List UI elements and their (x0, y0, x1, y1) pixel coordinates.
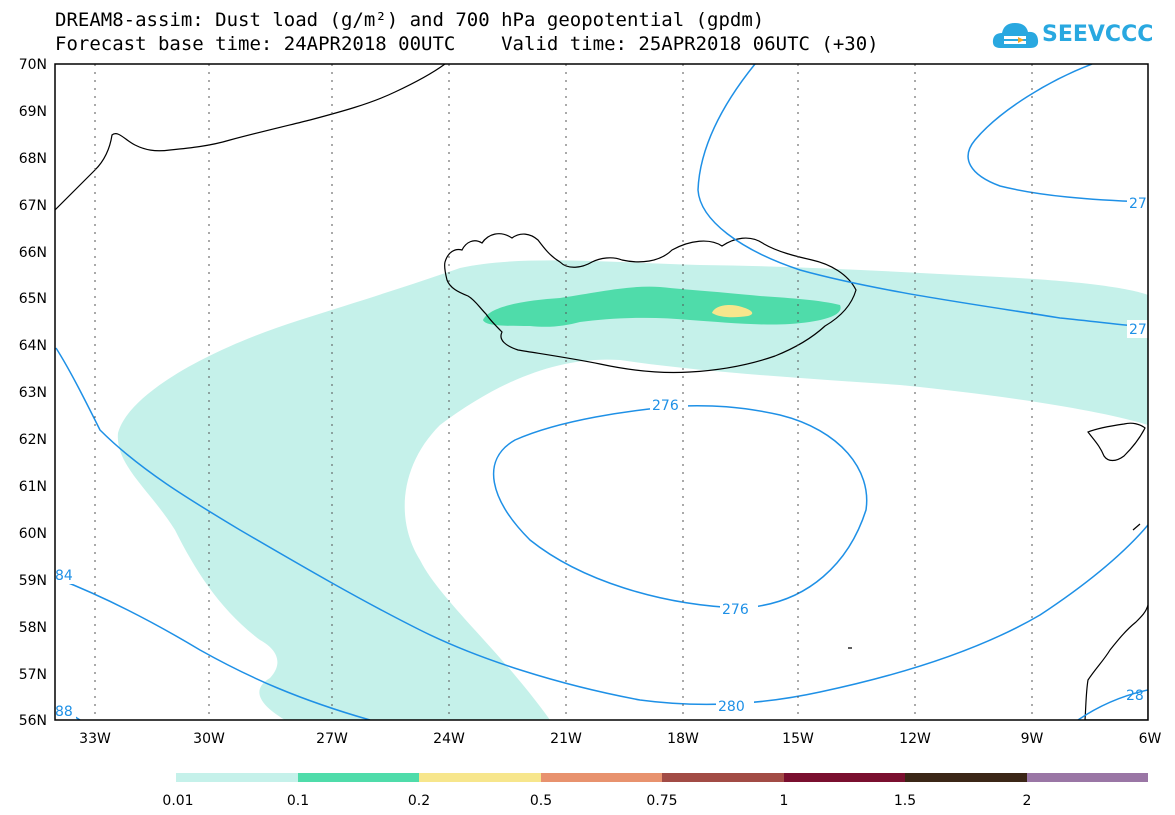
forecast-times: Forecast base time: 24APR2018 00UTC Vali… (55, 33, 879, 55)
colorbar-label: 1.5 (894, 793, 916, 809)
lon-label: 27W (316, 731, 348, 747)
dust-core (712, 305, 753, 318)
lon-label: 12W (899, 731, 931, 747)
contour-label: 28 (1126, 688, 1144, 704)
lat-label: 67N (19, 198, 47, 214)
lon-label: 24W (433, 731, 465, 747)
colorbar-label: 0.2 (408, 793, 430, 809)
longitude-axis: 33W 30W 27W 24W 21W 18W 15W 12W 9W 6W (79, 731, 1161, 747)
dust-plume-medium (483, 286, 841, 327)
lon-label: 33W (79, 731, 111, 747)
colorbar-labels: 0.01 0.1 0.2 0.5 0.75 1 1.5 2 (162, 793, 1031, 809)
lat-label: 62N (19, 432, 47, 448)
contour-label: 27 (1129, 322, 1147, 338)
contour-label: 280 (718, 699, 745, 715)
lon-label: 9W (1021, 731, 1044, 747)
lon-label: 30W (193, 731, 225, 747)
lat-label: 64N (19, 338, 47, 354)
lat-label: 69N (19, 104, 47, 120)
lat-label: 65N (19, 291, 47, 307)
contour-labels: 276 276 280 27 27 84 88 28 (55, 194, 1148, 720)
colorbar-label: 0.5 (530, 793, 552, 809)
colorbar-swatch (905, 773, 1027, 782)
lat-label: 61N (19, 479, 47, 495)
colorbar-label: 0.1 (287, 793, 309, 809)
lat-label: 66N (19, 245, 47, 261)
colorbar-label: 0.75 (646, 793, 677, 809)
latitude-axis: 70N 69N 68N 67N 66N 65N 64N 63N 62N 61N … (19, 57, 47, 729)
lat-label: 56N (19, 713, 47, 729)
colorbar-swatch (784, 773, 905, 782)
lon-label: 18W (667, 731, 699, 747)
lon-label: 15W (782, 731, 814, 747)
lat-label: 58N (19, 620, 47, 636)
contour-label: 88 (55, 704, 73, 720)
colorbar (176, 773, 1148, 782)
colorbar-label: 1 (780, 793, 789, 809)
dust-plume-light (117, 260, 1148, 720)
lat-label: 70N (19, 57, 47, 73)
contour-label: 276 (652, 398, 679, 414)
seevccc-logo: SEEVCCC (990, 16, 1153, 56)
colorbar-label: 2 (1023, 793, 1032, 809)
logo-text: SEEVCCC (1042, 22, 1154, 47)
contour-label: 27 (1129, 196, 1147, 212)
colorbar-swatch (662, 773, 784, 782)
colorbar-swatch (419, 773, 541, 782)
lat-label: 60N (19, 526, 47, 542)
colorbar-label: 0.01 (162, 793, 193, 809)
lat-label: 59N (19, 573, 47, 589)
colorbar-swatch (176, 773, 298, 782)
map-frame (54, 63, 1149, 721)
contour-label: 276 (722, 602, 749, 618)
colorbar-swatch (298, 773, 419, 782)
lat-label: 57N (19, 667, 47, 683)
contour-label: 84 (55, 568, 73, 584)
lon-label: 6W (1139, 731, 1162, 747)
map-title: DREAM8-assim: Dust load (g/m²) and 700 h… (55, 9, 765, 31)
colorbar-swatch (541, 773, 662, 782)
lat-label: 63N (19, 385, 47, 401)
lon-label: 21W (550, 731, 582, 747)
coastline (55, 64, 1148, 720)
graticule (94, 64, 1033, 720)
lat-label: 68N (19, 151, 47, 167)
colorbar-swatch (1027, 773, 1148, 782)
cloud-logo-icon (992, 23, 1039, 48)
